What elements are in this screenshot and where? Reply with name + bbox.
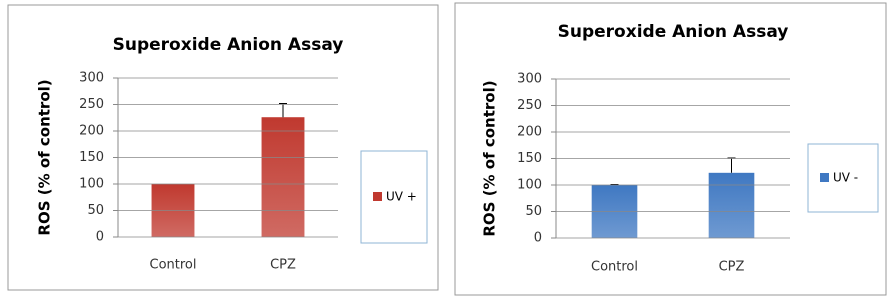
error-bar xyxy=(727,157,736,173)
legend-swatch xyxy=(820,173,829,182)
y-tick-label: 250 xyxy=(517,98,542,113)
x-tick-label: Control xyxy=(591,260,638,275)
chart-title: Superoxide Anion Assay xyxy=(113,35,344,55)
bar xyxy=(261,117,305,237)
x-tick-label: CPZ xyxy=(270,258,296,273)
y-tick-label: 300 xyxy=(517,72,542,87)
bar xyxy=(708,172,755,238)
y-axis-label: ROS (% of control) xyxy=(36,79,54,235)
y-tick-label: 100 xyxy=(79,177,104,192)
legend-box xyxy=(360,150,428,244)
legend-box xyxy=(807,143,879,213)
x-tick-label: CPZ xyxy=(719,260,745,275)
y-tick-label: 150 xyxy=(79,150,104,165)
error-bar xyxy=(279,102,287,118)
y-tick-label: 200 xyxy=(517,125,542,140)
y-tick-label: 50 xyxy=(87,203,104,218)
legend-label: UV + xyxy=(386,190,417,204)
y-tick-label: 0 xyxy=(96,230,104,245)
y-tick-label: 50 xyxy=(525,204,542,219)
y-tick-label: 100 xyxy=(517,178,542,193)
y-axis-label: ROS (% of control) xyxy=(481,80,499,236)
y-tick-label: 300 xyxy=(79,71,104,86)
legend-swatch xyxy=(373,192,382,201)
legend-label: UV - xyxy=(833,171,858,185)
y-tick-label: 150 xyxy=(517,151,542,166)
x-tick-label: Control xyxy=(150,258,197,273)
y-tick-label: 250 xyxy=(79,97,104,112)
y-tick-label: 200 xyxy=(79,124,104,139)
chart-title: Superoxide Anion Assay xyxy=(558,22,789,42)
y-tick-label: 0 xyxy=(534,231,542,246)
